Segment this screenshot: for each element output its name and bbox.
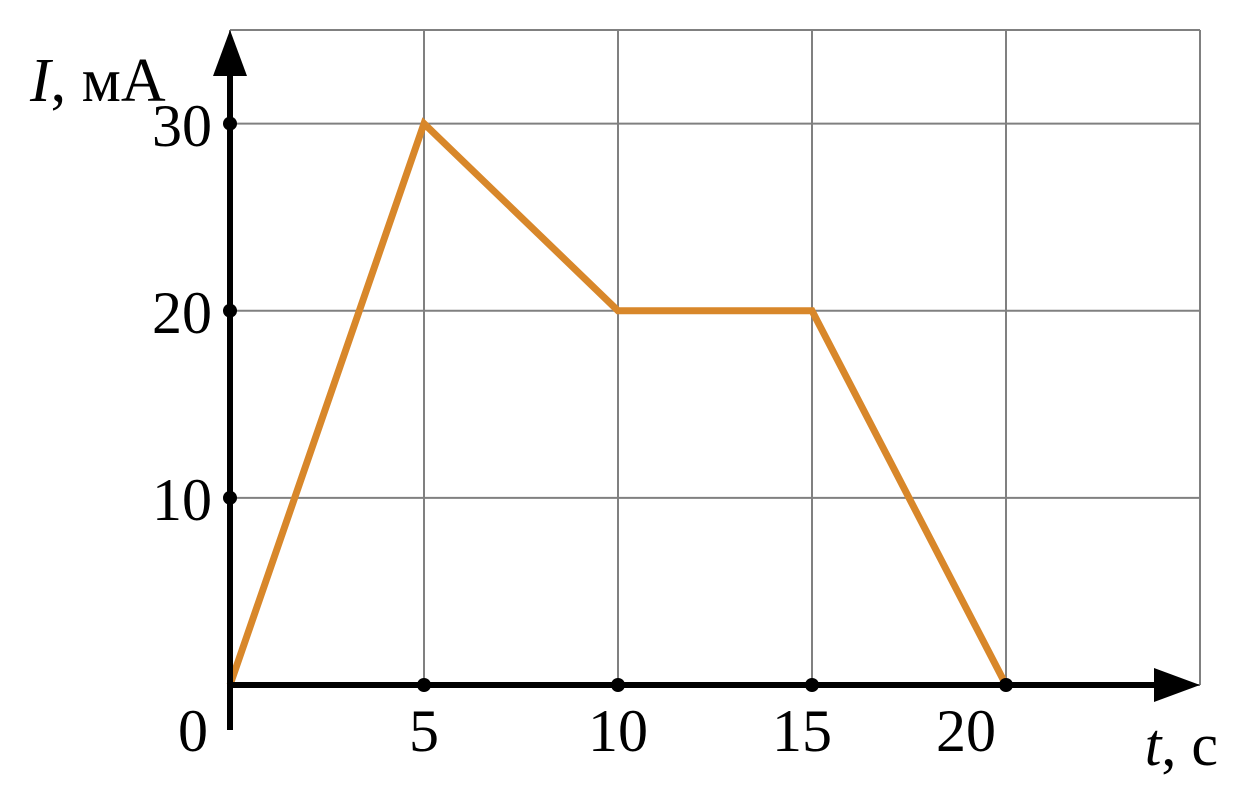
x-tick-label: 15 (772, 701, 832, 761)
x-tick-label: 20 (936, 701, 996, 761)
x-axis-title: t, c (1145, 715, 1218, 775)
y-tick-label: 20 (152, 283, 212, 343)
y-tick-label: 10 (152, 470, 212, 530)
y-axis-title: I, мА (30, 50, 166, 112)
x-tick-label: 0 (178, 701, 208, 761)
x-tick-label: 10 (588, 701, 648, 761)
x-tick-label: 5 (409, 701, 439, 761)
y-tick-label: 30 (152, 96, 212, 156)
line-chart: I, мА t, c 10 20 30 0 5 10 15 20 (0, 0, 1248, 811)
